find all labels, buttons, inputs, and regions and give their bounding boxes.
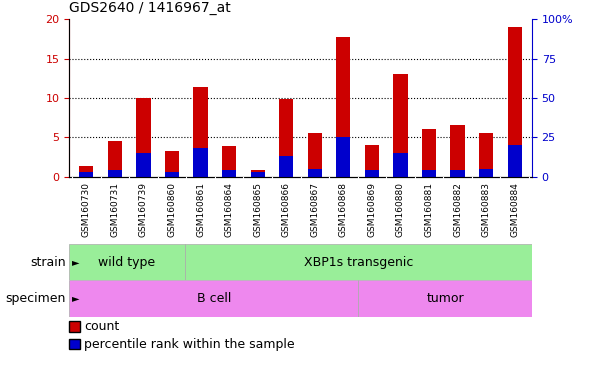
Text: GSM160739: GSM160739	[139, 182, 148, 237]
Bar	[358, 280, 532, 317]
Bar	[365, 145, 379, 177]
Text: GSM160882: GSM160882	[453, 182, 462, 237]
Text: GSM160866: GSM160866	[282, 182, 291, 237]
Text: GSM160860: GSM160860	[168, 182, 177, 237]
Text: GSM160868: GSM160868	[339, 182, 348, 237]
Bar	[451, 125, 465, 177]
Bar	[279, 99, 293, 177]
Bar	[308, 132, 322, 177]
Bar	[422, 170, 436, 177]
Bar	[185, 244, 532, 280]
Text: GSM160883: GSM160883	[481, 182, 490, 237]
Bar	[508, 27, 522, 177]
Bar	[251, 170, 265, 177]
Text: XBP1s transgenic: XBP1s transgenic	[304, 256, 413, 268]
Bar	[79, 166, 93, 177]
Text: GSM160731: GSM160731	[111, 182, 120, 237]
Bar	[451, 170, 465, 177]
Text: GSM160869: GSM160869	[367, 182, 376, 237]
Bar	[69, 280, 358, 317]
Bar	[393, 153, 407, 177]
Text: ►: ►	[72, 293, 79, 304]
Text: GSM160861: GSM160861	[196, 182, 205, 237]
Bar	[136, 98, 150, 177]
Text: GSM160867: GSM160867	[310, 182, 319, 237]
Text: specimen: specimen	[6, 292, 66, 305]
Bar	[69, 244, 185, 280]
Bar	[108, 170, 122, 177]
Bar	[222, 146, 236, 177]
Bar	[422, 129, 436, 177]
Text: percentile rank within the sample: percentile rank within the sample	[84, 338, 294, 351]
Bar	[365, 170, 379, 177]
Text: GSM160880: GSM160880	[396, 182, 405, 237]
Text: GSM160881: GSM160881	[424, 182, 433, 237]
Text: GSM160730: GSM160730	[82, 182, 91, 237]
Bar	[165, 151, 179, 177]
Text: wild type: wild type	[99, 256, 156, 268]
Text: GSM160864: GSM160864	[225, 182, 234, 237]
Text: count: count	[84, 320, 120, 333]
Bar	[308, 169, 322, 177]
Text: ►: ►	[72, 257, 79, 267]
Bar	[508, 145, 522, 177]
Bar	[279, 156, 293, 177]
Bar	[222, 170, 236, 177]
Text: GSM160865: GSM160865	[253, 182, 262, 237]
Bar	[194, 87, 208, 177]
Bar	[165, 172, 179, 177]
Bar	[393, 73, 407, 177]
Bar	[479, 133, 493, 177]
Text: B cell: B cell	[197, 292, 231, 305]
Bar	[108, 141, 122, 177]
Text: strain: strain	[31, 256, 66, 268]
Bar	[79, 172, 93, 177]
Bar	[336, 137, 350, 177]
Text: tumor: tumor	[426, 292, 464, 305]
Bar	[194, 148, 208, 177]
Text: GSM160884: GSM160884	[510, 182, 519, 237]
Text: GDS2640 / 1416967_at: GDS2640 / 1416967_at	[69, 2, 231, 15]
Bar	[251, 172, 265, 177]
Bar	[136, 153, 150, 177]
Bar	[336, 37, 350, 177]
Bar	[479, 169, 493, 177]
